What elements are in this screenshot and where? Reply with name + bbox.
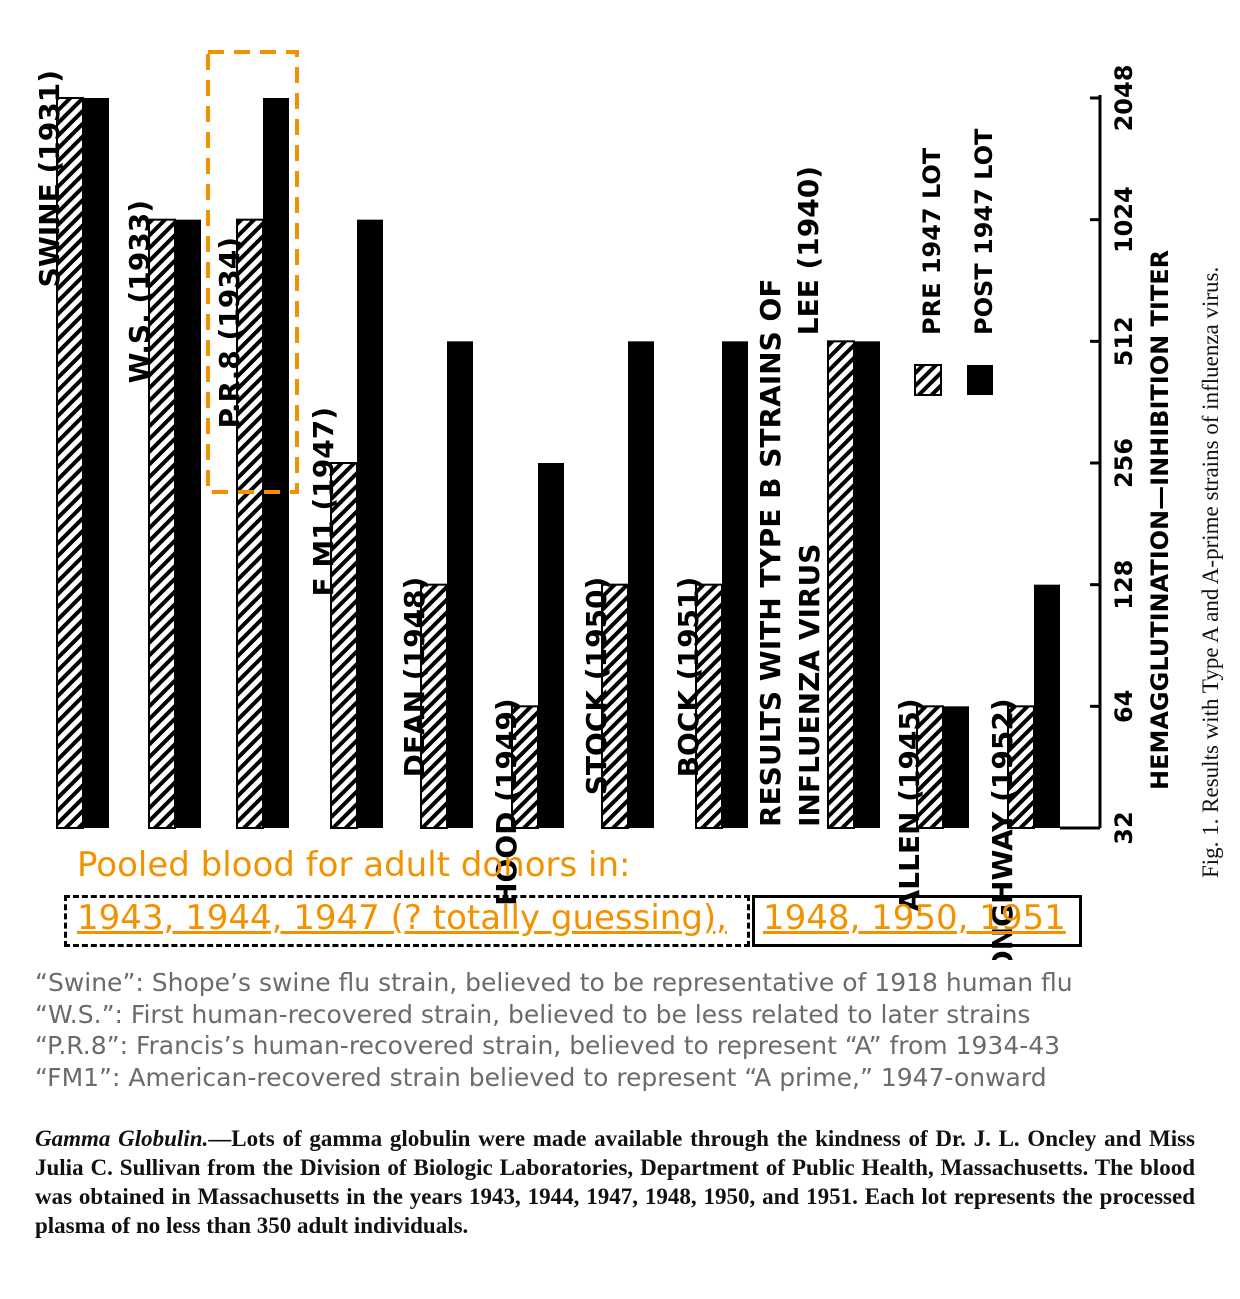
y-tick-label-64: 64: [1110, 690, 1138, 723]
category-label-dean-1948: DEAN (1948): [398, 577, 431, 778]
category-label-p-r-8-1934: P.R.8 (1934): [213, 237, 246, 429]
guessed-years-box: [64, 895, 750, 947]
bar-post-w-s-1933: [175, 219, 201, 828]
type-b-annotation-line1: RESULTS WITH TYPE B STRAINS OF: [754, 279, 787, 827]
y-tick-label-512: 512: [1110, 316, 1138, 366]
y-axis-title: HEMAGGLUTINATION—INHIBITION TITER: [1146, 250, 1174, 790]
legend-swatch-post: [967, 365, 993, 395]
bar-post-p-r-8-1934: [263, 98, 289, 828]
legend-label-post: POST 1947 LOT: [970, 128, 998, 335]
y-tick-label-1024: 1024: [1110, 186, 1138, 253]
paper-excerpt: Gamma Globulin.—Lots of gamma globulin w…: [35, 1124, 1195, 1240]
bar-pre-f-m1-1947: [330, 462, 358, 829]
y-tick-label-256: 256: [1110, 438, 1138, 488]
type-b-annotation-line2: INFLUENZA VIRUS: [793, 544, 826, 827]
legend-swatch-pre: [914, 364, 942, 396]
bar-post-stock-1950: [628, 341, 654, 828]
bar-post-bock-1951: [722, 341, 748, 828]
bar-post-hood-1949: [538, 463, 564, 828]
y-tick-label-32: 32: [1110, 811, 1138, 844]
bar-pre-bock-1951: [695, 583, 723, 830]
category-label-swine-1931: SWINE (1931): [33, 70, 66, 287]
note-swine: “Swine”: Shope’s swine flu strain, belie…: [35, 968, 1073, 997]
legend-label-pre: PRE 1947 LOT: [918, 147, 946, 335]
category-label-f-m1-1947: F M1 (1947): [307, 407, 340, 597]
confirmed-years-box: [752, 895, 1082, 947]
figure-caption: Fig. 1. Results with Type A and A-prime …: [1198, 267, 1223, 878]
overlay-caption: Pooled blood for adult donors in:: [77, 845, 631, 885]
category-label-longhway-1952: LONGHWAY (1952): [986, 698, 1019, 960]
bar-post-longhway-1952: [1034, 584, 1060, 828]
y-tick-label-2048: 2048: [1110, 65, 1138, 132]
y-tick-label-128: 128: [1110, 560, 1138, 610]
guessed-years-text: 1943, 1944, 1947 (? totally guessing),: [77, 898, 727, 938]
bar-post-f-m1-1947: [357, 219, 383, 828]
category-label-stock-1950: STOCK (1950): [580, 577, 613, 796]
note-ws: “W.S.”: First human-recovered strain, be…: [35, 999, 1031, 1029]
bar-pre-dean-1948: [420, 583, 448, 830]
paper-body: —Lots of gamma globulin were made availa…: [35, 1126, 1195, 1238]
y-axis: 32 64 128 256 512 1024 2048: [1060, 65, 1138, 845]
strain-notes: “Swine”: Shope’s swine flu strain, belie…: [35, 967, 1073, 1093]
bar-post-lee-1940: [854, 341, 880, 828]
bar-post-allen-1945: [943, 706, 969, 828]
confirmed-years-text: 1948, 1950, 1951: [763, 898, 1066, 938]
bar-pre-lee-1940: [827, 340, 855, 829]
category-label-allen-1945: ALLEN (1945): [893, 698, 926, 911]
bar-pre-hood-1949: [511, 705, 539, 829]
note-fm1: “FM1”: American-recovered strain believe…: [35, 1062, 1047, 1092]
pr8-highlight-box: [206, 50, 299, 494]
bar-pre-w-s-1933: [148, 218, 176, 829]
note-pr8: “P.R.8”: Francis’s human-recovered strai…: [35, 1031, 1061, 1060]
titer-bar-chart: SWINE (1931) W.S. (1933) P.R.8 (1934) F M1 …: [33, 50, 1223, 960]
bars-layer: [56, 97, 1060, 830]
legend: PRE 1947 LOT POST 1947 LOT: [914, 128, 998, 396]
category-label-lee-1940: LEE (1940): [792, 166, 825, 335]
bar-labels-layer: SWINE (1931) W.S. (1933) P.R.8 (1934) F M1 …: [33, 70, 1019, 960]
bar-post-dean-1948: [447, 341, 473, 828]
bar-post-swine-1931: [83, 98, 109, 828]
category-label-hood-1949: HOOD (1949): [490, 698, 523, 906]
category-label-bock-1951: BOCK (1951): [672, 577, 705, 778]
bar-pre-allen-1945: [916, 705, 944, 829]
bar-pre-swine-1931: [56, 97, 84, 829]
paper-heading: Gamma Globulin.: [35, 1126, 209, 1151]
category-label-w-s-1933: W.S. (1933): [123, 200, 156, 383]
